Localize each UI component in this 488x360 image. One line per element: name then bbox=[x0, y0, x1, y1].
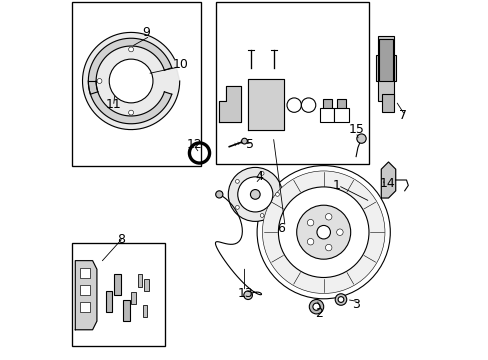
Circle shape bbox=[215, 191, 223, 198]
Circle shape bbox=[296, 205, 350, 259]
Bar bbox=[337, 99, 346, 111]
Bar bbox=[80, 285, 90, 295]
Circle shape bbox=[109, 59, 153, 103]
Bar bbox=[72, 243, 165, 346]
Text: 11: 11 bbox=[106, 98, 122, 111]
Bar bbox=[377, 36, 393, 101]
Circle shape bbox=[307, 238, 313, 245]
Text: 15: 15 bbox=[348, 123, 364, 136]
Text: 8: 8 bbox=[117, 233, 124, 246]
Circle shape bbox=[337, 297, 343, 302]
Text: 9: 9 bbox=[142, 26, 149, 39]
Circle shape bbox=[97, 78, 102, 84]
Circle shape bbox=[250, 189, 260, 199]
Text: 5: 5 bbox=[246, 138, 254, 150]
Text: 2: 2 bbox=[314, 307, 322, 320]
Circle shape bbox=[260, 171, 264, 175]
Circle shape bbox=[241, 138, 247, 144]
Circle shape bbox=[128, 47, 133, 52]
Circle shape bbox=[336, 229, 343, 235]
Circle shape bbox=[244, 291, 252, 300]
Polygon shape bbox=[88, 38, 171, 94]
Text: 10: 10 bbox=[172, 58, 188, 71]
Bar bbox=[376, 55, 377, 81]
Bar bbox=[144, 279, 148, 291]
Bar bbox=[322, 99, 331, 111]
Circle shape bbox=[316, 225, 330, 239]
Bar bbox=[378, 39, 392, 81]
Circle shape bbox=[356, 134, 366, 143]
Polygon shape bbox=[82, 32, 179, 130]
Bar bbox=[393, 55, 395, 81]
Bar bbox=[114, 274, 121, 295]
Text: 4: 4 bbox=[255, 170, 263, 183]
Circle shape bbox=[278, 187, 368, 278]
Text: 1: 1 bbox=[332, 179, 340, 192]
Circle shape bbox=[262, 171, 384, 293]
Circle shape bbox=[309, 300, 323, 314]
Circle shape bbox=[235, 206, 239, 209]
Circle shape bbox=[325, 244, 331, 251]
Bar bbox=[80, 267, 90, 278]
Circle shape bbox=[128, 110, 133, 115]
Bar bbox=[215, 2, 368, 164]
Polygon shape bbox=[88, 81, 171, 124]
Circle shape bbox=[312, 303, 320, 310]
Circle shape bbox=[286, 98, 301, 112]
Bar bbox=[131, 292, 136, 304]
Polygon shape bbox=[219, 86, 241, 122]
Text: 7: 7 bbox=[399, 109, 407, 122]
Circle shape bbox=[260, 213, 264, 217]
Text: 14: 14 bbox=[379, 177, 394, 190]
Circle shape bbox=[235, 180, 239, 183]
Bar bbox=[142, 305, 147, 317]
Text: 12: 12 bbox=[186, 138, 202, 150]
Bar bbox=[105, 291, 112, 312]
Circle shape bbox=[335, 294, 346, 305]
Polygon shape bbox=[75, 261, 97, 330]
Bar bbox=[320, 108, 334, 122]
Circle shape bbox=[275, 193, 279, 196]
Circle shape bbox=[237, 177, 272, 212]
Bar bbox=[80, 302, 90, 312]
Polygon shape bbox=[381, 162, 395, 198]
Circle shape bbox=[257, 166, 389, 299]
Bar bbox=[122, 300, 129, 321]
Circle shape bbox=[228, 167, 282, 221]
Circle shape bbox=[307, 220, 313, 226]
Bar bbox=[334, 108, 348, 122]
Bar bbox=[381, 94, 393, 112]
Bar bbox=[137, 274, 142, 287]
Circle shape bbox=[325, 213, 331, 220]
Polygon shape bbox=[247, 79, 284, 130]
Bar bbox=[72, 2, 201, 166]
Text: 6: 6 bbox=[276, 222, 284, 235]
Text: 3: 3 bbox=[352, 298, 360, 311]
Circle shape bbox=[301, 98, 315, 112]
Text: 13: 13 bbox=[237, 287, 252, 300]
